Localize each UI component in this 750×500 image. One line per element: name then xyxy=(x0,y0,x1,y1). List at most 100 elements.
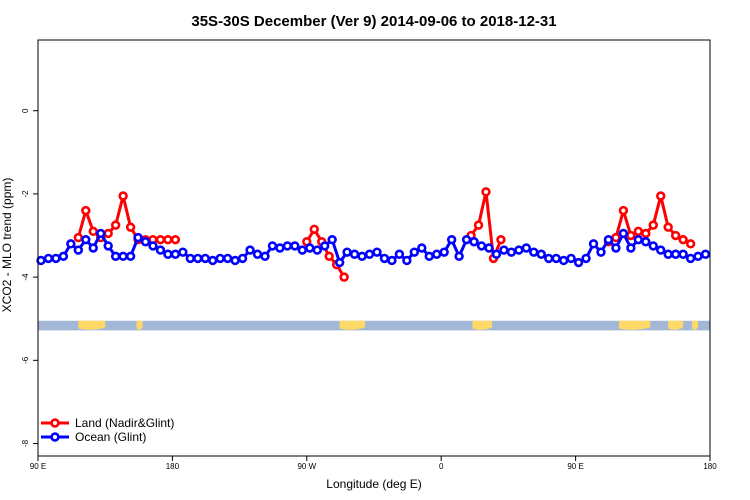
ocean-series-point xyxy=(439,247,449,257)
ocean-series-point xyxy=(215,253,225,264)
ocean-series-point xyxy=(573,257,584,268)
ocean-series-point xyxy=(342,247,352,257)
ocean-series-point xyxy=(178,247,188,257)
y-tick-label: -4 xyxy=(21,273,30,281)
land-series-point xyxy=(125,222,136,232)
ocean-series-point xyxy=(327,234,337,245)
land-series-point xyxy=(656,191,666,201)
ocean-series-point xyxy=(685,253,696,264)
ocean-series-point xyxy=(282,241,293,251)
ocean-series-point xyxy=(364,249,375,259)
x-tick-label: 180 xyxy=(703,462,717,471)
legend: Land (Nadir&Glint)Ocean (Glint) xyxy=(41,416,174,444)
land-series-point xyxy=(663,222,673,232)
land-span xyxy=(692,320,699,330)
ocean-series-point xyxy=(484,243,494,253)
ocean-series-point xyxy=(290,241,300,251)
ocean-series-point xyxy=(275,243,285,253)
land-span xyxy=(339,320,366,330)
ocean-series-point xyxy=(349,249,360,259)
legend-label: Ocean (Glint) xyxy=(75,430,146,444)
ocean-series-point xyxy=(267,241,278,251)
ocean-series-point xyxy=(626,243,636,253)
ocean-series-point xyxy=(506,247,517,257)
land-series-point xyxy=(481,187,491,197)
ocean-series-point xyxy=(222,253,233,264)
land-series-point xyxy=(633,226,644,237)
land-series-point xyxy=(110,220,121,230)
land-series-point xyxy=(496,234,506,245)
land-series-point xyxy=(324,251,334,262)
y-tick-label: -8 xyxy=(21,439,30,447)
legend-label: Land (Nadir&Glint) xyxy=(75,416,174,430)
land-series-point xyxy=(103,228,113,239)
ocean-series-point xyxy=(566,253,576,264)
ocean-series-point xyxy=(230,255,240,266)
ocean-series-point xyxy=(387,255,397,266)
land-series-point xyxy=(670,230,681,241)
ocean-series-point xyxy=(148,241,158,251)
ocean-series-point xyxy=(454,251,464,262)
ocean-series-point xyxy=(648,241,658,251)
ocean-series-point xyxy=(88,243,98,253)
ocean-series-point xyxy=(678,249,688,259)
x-axis-label: Longitude (deg E) xyxy=(326,477,421,491)
y-axis-ticks: 0 -2 -4 -6 -8 xyxy=(21,108,38,447)
ocean-series-point xyxy=(81,234,91,245)
ocean-series-point xyxy=(379,253,390,264)
ocean-series-point xyxy=(469,237,479,247)
land-series-point xyxy=(473,220,484,230)
ocean-series-point xyxy=(252,249,263,259)
ocean-series-point xyxy=(96,228,106,239)
land-span xyxy=(472,320,492,330)
ocean-series-point xyxy=(394,249,405,259)
ocean-series-point xyxy=(596,247,606,257)
ocean-series-point xyxy=(611,243,621,253)
ocean-series-point xyxy=(461,234,472,245)
x-tick-label: 90 E xyxy=(567,462,583,471)
ocean-series-point xyxy=(103,241,113,251)
land-series-point xyxy=(73,232,84,243)
land-series-point xyxy=(309,224,319,234)
land-series-point xyxy=(685,239,696,249)
land-series-point xyxy=(118,191,128,201)
land-series-point xyxy=(339,272,349,282)
land-series-point xyxy=(618,205,629,216)
series-layer xyxy=(36,187,711,282)
ocean-series-point xyxy=(536,249,546,259)
land-span xyxy=(78,320,106,330)
ocean-series-point xyxy=(58,251,69,262)
ocean-series-point xyxy=(618,228,629,239)
map-strip xyxy=(38,320,710,331)
ocean-series-point xyxy=(581,253,591,264)
ocean-series-point xyxy=(125,251,136,262)
ocean-series-point xyxy=(297,245,308,255)
ocean-series-point xyxy=(663,249,673,259)
land-series-point xyxy=(678,234,688,245)
chart-title: 35S-30S December (Ver 9) 2014-09-06 to 2… xyxy=(191,13,556,30)
ocean-series-point xyxy=(320,241,330,251)
ocean-series-point xyxy=(499,245,509,255)
ocean-series-point xyxy=(372,247,382,257)
y-tick-label: -2 xyxy=(21,190,30,198)
ocean-series-point xyxy=(693,251,703,262)
ocean-series-point xyxy=(155,245,166,255)
ocean-series-point xyxy=(656,245,666,255)
ocean-series-point xyxy=(514,245,524,255)
ocean-series-point xyxy=(185,253,196,264)
land-series-point xyxy=(81,205,91,216)
x-tick-label: 0 xyxy=(439,462,444,471)
ocean-series-point xyxy=(432,249,442,259)
ocean-series-point xyxy=(357,251,367,262)
ocean-series-point xyxy=(402,255,412,266)
ocean-series-point xyxy=(208,255,218,266)
ocean-series-point xyxy=(312,245,322,255)
ocean-series-point xyxy=(558,255,569,266)
ocean-series-point xyxy=(43,253,54,264)
ocean-series-point xyxy=(110,251,121,262)
ocean-series-point xyxy=(237,253,248,264)
ocean-band xyxy=(38,320,710,331)
land-series-point xyxy=(155,234,166,245)
ocean-series-point xyxy=(424,251,434,262)
ocean-series-point xyxy=(66,239,76,249)
